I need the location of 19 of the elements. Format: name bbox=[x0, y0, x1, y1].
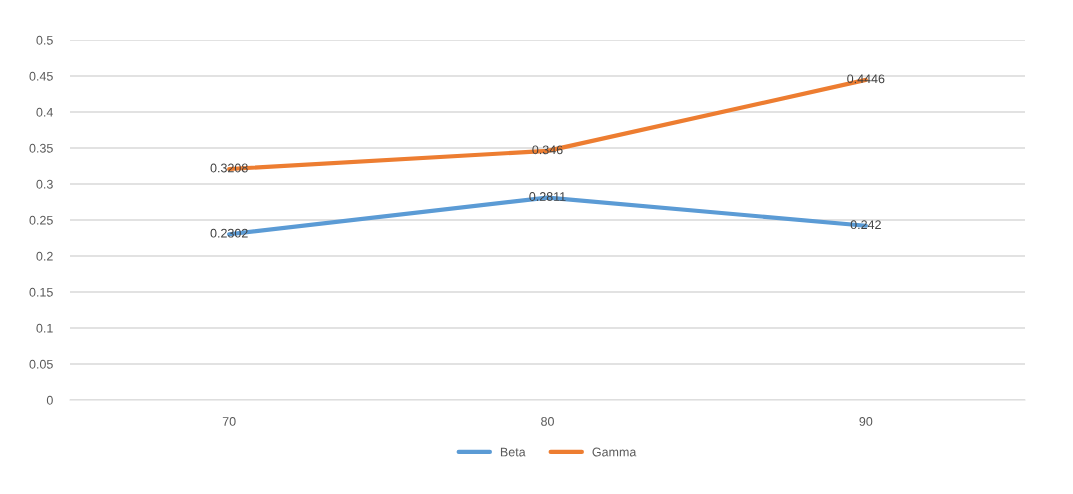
y-tick-label: 0.15 bbox=[29, 287, 53, 297]
data-label: 0.4446 bbox=[847, 74, 885, 84]
x-tick-label: 90 bbox=[859, 417, 873, 426]
y-tick-label: 0.3 bbox=[36, 179, 53, 189]
y-tick-label: 0.2 bbox=[36, 251, 53, 261]
y-tick-label: 0.1 bbox=[36, 323, 53, 333]
y-tick-label: 0.35 bbox=[29, 143, 53, 153]
legend-label: Beta bbox=[500, 447, 526, 457]
y-tick-label: 0.4 bbox=[36, 107, 53, 117]
data-label: 0.242 bbox=[850, 220, 881, 230]
y-tick-label: 0.25 bbox=[29, 215, 53, 225]
legend-label: Gamma bbox=[592, 447, 637, 457]
data-label: 0.2811 bbox=[529, 192, 566, 201]
y-tick-label: 0.5 bbox=[36, 35, 53, 45]
y-tick-label: 0.05 bbox=[29, 359, 53, 369]
y-tick-label: 0 bbox=[46, 395, 53, 405]
x-tick-label: 70 bbox=[222, 417, 236, 426]
x-tick-label: 80 bbox=[541, 417, 554, 426]
y-tick-label: 0.45 bbox=[29, 71, 53, 81]
